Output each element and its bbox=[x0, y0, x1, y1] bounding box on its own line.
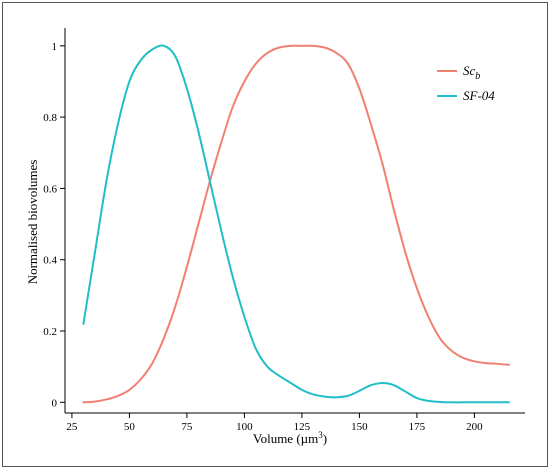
y-tick-label: 1 bbox=[52, 41, 58, 53]
x-tick-label: 100 bbox=[236, 421, 253, 433]
legend-label-text: SF-04 bbox=[463, 88, 495, 103]
legend: Scb SF-04 bbox=[437, 63, 495, 103]
y-axis-title: Normalised biovolumes bbox=[25, 160, 40, 285]
x-axis-title: Volume (µm3) bbox=[253, 430, 327, 446]
series-group bbox=[82, 44, 510, 404]
x-axis-title-superscript: 3 bbox=[318, 430, 323, 440]
x-tick-label: 200 bbox=[466, 421, 483, 433]
y-tick-label: 0.2 bbox=[43, 326, 57, 338]
legend-label-subscript: b bbox=[475, 71, 480, 82]
y-tick-label: 0.8 bbox=[43, 112, 57, 124]
x-tick-label: 50 bbox=[124, 421, 136, 433]
y-tick-label: 0.4 bbox=[43, 255, 57, 267]
x-tick-label: 75 bbox=[181, 421, 193, 433]
x-tick-label: 25 bbox=[66, 421, 78, 433]
legend-label-scb: Scb bbox=[463, 63, 480, 82]
series-line-scb bbox=[82, 44, 510, 404]
x-tick-label: 125 bbox=[294, 421, 311, 433]
axes-group: 25 50 75 100 125 150 175 200 0 0.2 0.4 0.6 0.8 1 bbox=[43, 28, 525, 433]
x-axis-title-close: ) bbox=[323, 431, 327, 446]
x-tick-label: 150 bbox=[351, 421, 368, 433]
legend-label-sf-04: SF-04 bbox=[463, 88, 495, 103]
legend-label-text: Sc bbox=[463, 63, 476, 78]
y-tick-label: 0 bbox=[52, 397, 58, 409]
y-tick-label: 0.6 bbox=[43, 183, 57, 195]
series-line-sf-04 bbox=[82, 44, 510, 404]
x-axis-title-text: Volume (µm bbox=[253, 431, 318, 446]
x-tick-label: 175 bbox=[409, 421, 426, 433]
